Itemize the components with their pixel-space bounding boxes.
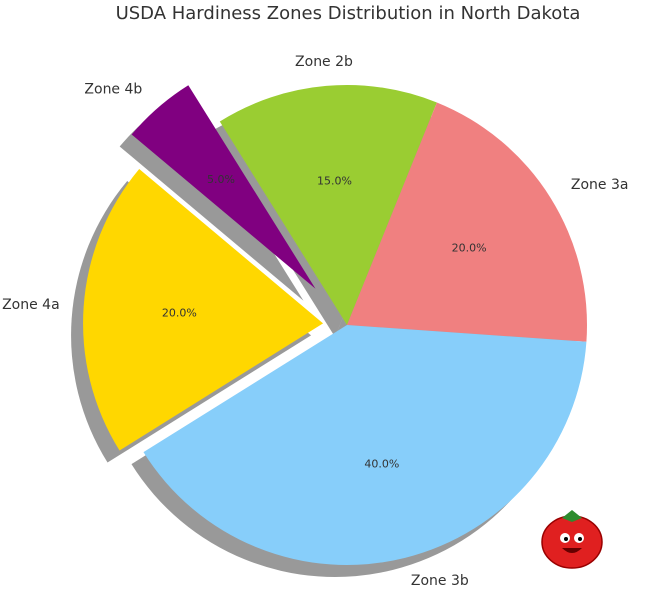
slice [83, 169, 324, 451]
slice-label: Zone 2b [295, 54, 353, 70]
value-label: 5.0% [207, 173, 235, 186]
value-label: 20.0% [452, 242, 487, 255]
slice-label: Zone 3a [571, 177, 629, 193]
logo-leaf [562, 510, 582, 522]
logo-mouth [562, 548, 582, 553]
slice [347, 102, 587, 342]
slice [131, 85, 316, 289]
slice-label: Zone 4a [2, 297, 60, 313]
logo-pupil [578, 537, 582, 541]
logo-tomato [541, 515, 603, 569]
value-label: 40.0% [364, 458, 399, 471]
value-label: 20.0% [162, 306, 197, 319]
logo-pupil [564, 537, 568, 541]
pie: 15.0% Zone 2b 20.0% Zone 3a 40.0% Zone 3b 20.0… [2, 54, 628, 589]
slice-label: Zone 4b [84, 82, 142, 98]
value-label: 15.0% [317, 175, 352, 188]
slice [143, 325, 587, 565]
logo [541, 510, 603, 569]
slice-label: Zone 3b [411, 573, 469, 589]
chart-title: USDA Hardiness Zones Distribution in Nor… [116, 3, 581, 24]
slice [219, 84, 437, 325]
